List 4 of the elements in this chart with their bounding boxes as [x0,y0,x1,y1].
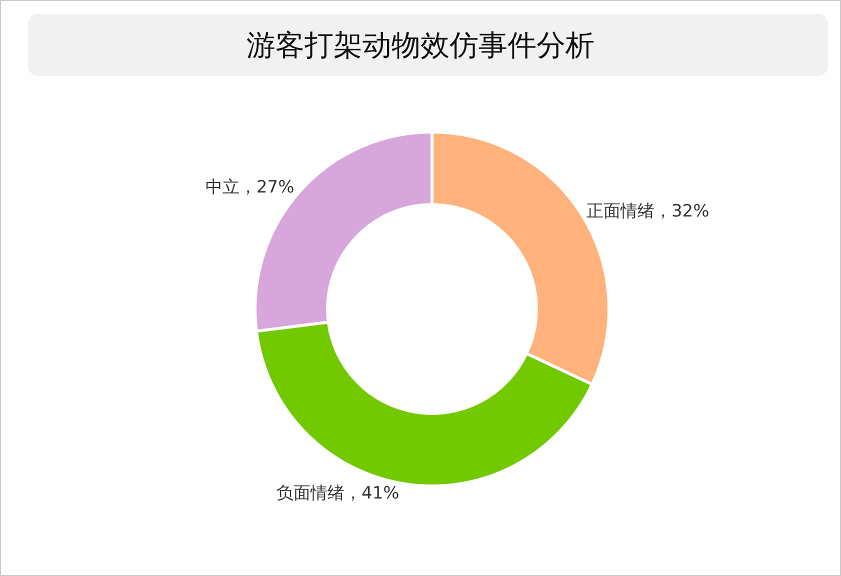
slice-label: 正面情绪，32% [586,201,710,222]
chart-title: 游客打架动物效仿事件分析 [246,28,594,62]
slice-label: 负面情绪，41% [276,484,400,504]
slice-label: 中立，27% [205,178,294,198]
